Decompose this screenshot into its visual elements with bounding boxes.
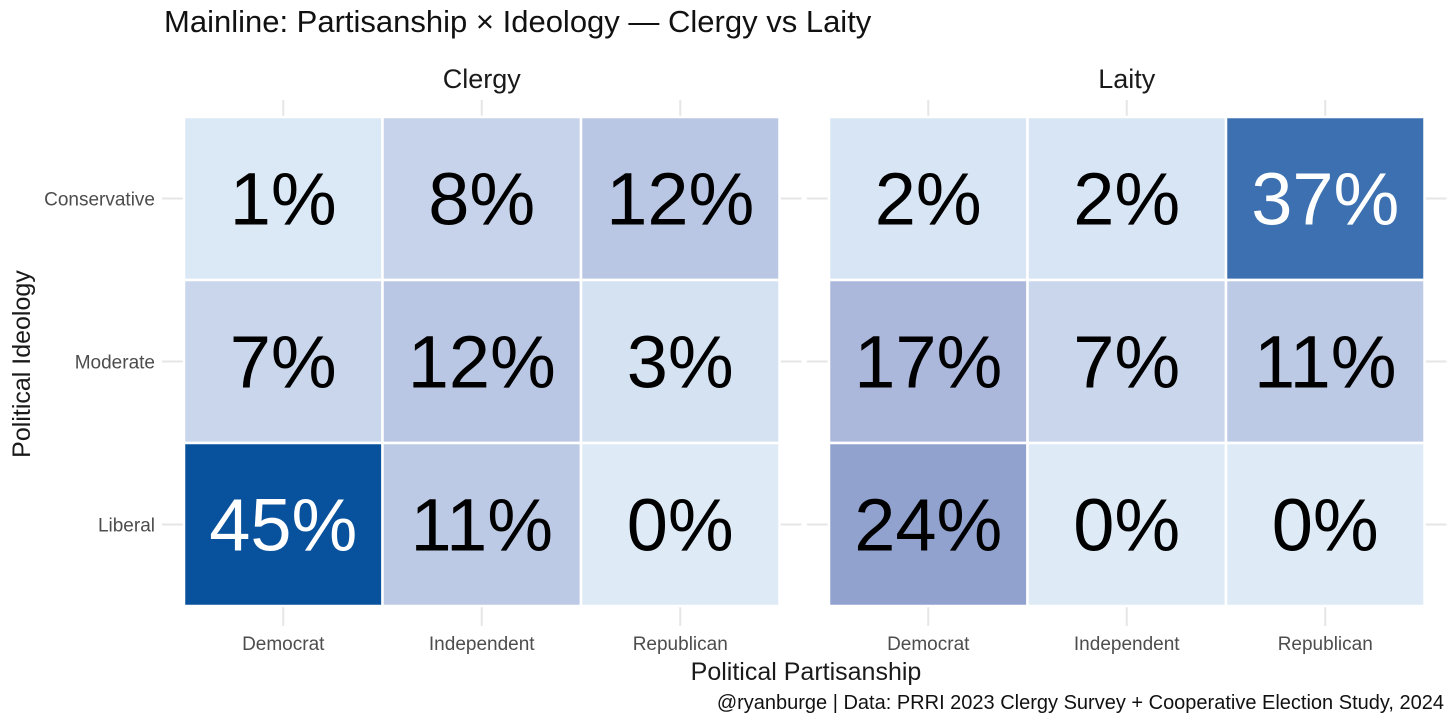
cell-value-label: 3% <box>627 321 734 404</box>
y-axis-title: Political Ideology <box>8 270 36 458</box>
cell-value-label: 24% <box>854 484 1002 567</box>
x-tick-label: Independent <box>429 634 535 655</box>
heatmap-cell <box>579 115 781 282</box>
cell-value-label: 2% <box>875 158 982 241</box>
cell-value-label: 0% <box>1073 484 1180 567</box>
heatmap-cell <box>182 441 384 608</box>
x-tick-label: Independent <box>1074 634 1180 655</box>
cell-value-label: 2% <box>1073 158 1180 241</box>
cell-value-label: 12% <box>606 158 754 241</box>
cell-value-label: 1% <box>230 158 337 241</box>
y-tick-label: Liberal <box>98 516 155 537</box>
x-tick-label: Democrat <box>887 634 970 655</box>
heatmap-cell <box>1224 115 1426 282</box>
panel-label-laity: Laity <box>1098 64 1156 94</box>
heatmap-cell <box>1224 441 1426 608</box>
y-tick-label: Moderate <box>75 353 155 374</box>
cell-value-label: 8% <box>428 158 535 241</box>
y-tick-label: Conservative <box>44 190 155 211</box>
cell-value-label: 17% <box>854 321 1002 404</box>
x-tick-label: Republican <box>1278 634 1373 655</box>
heatmap-cell <box>1026 441 1228 608</box>
heatmap-cell <box>182 278 384 445</box>
x-tick-label: Republican <box>633 634 728 655</box>
cell-value-label: 7% <box>1073 321 1180 404</box>
cell-value-label: 0% <box>1272 484 1379 567</box>
cell-value-label: 45% <box>209 484 357 567</box>
cell-value-label: 0% <box>627 484 734 567</box>
chart-title: Mainline: Partisanship × Ideology — Cler… <box>164 4 872 39</box>
panel-label-clergy: Clergy <box>443 64 522 94</box>
heatmap-cell <box>827 278 1029 445</box>
x-tick-label: Democrat <box>242 634 325 655</box>
cell-value-label: 11% <box>410 484 553 567</box>
chart-caption: @ryanburge | Data: PRRI 2023 Clergy Surv… <box>716 692 1444 714</box>
x-axis-title: Political Partisanship <box>691 658 922 686</box>
cell-value-label: 7% <box>230 321 337 404</box>
heatmap-cell <box>182 115 384 282</box>
heatmap-cell <box>579 441 781 608</box>
cell-value-label: 12% <box>408 321 556 404</box>
cell-value-label: 11% <box>1254 321 1397 404</box>
cell-value-label: 37% <box>1251 158 1399 241</box>
heatmap-cell <box>381 441 583 608</box>
